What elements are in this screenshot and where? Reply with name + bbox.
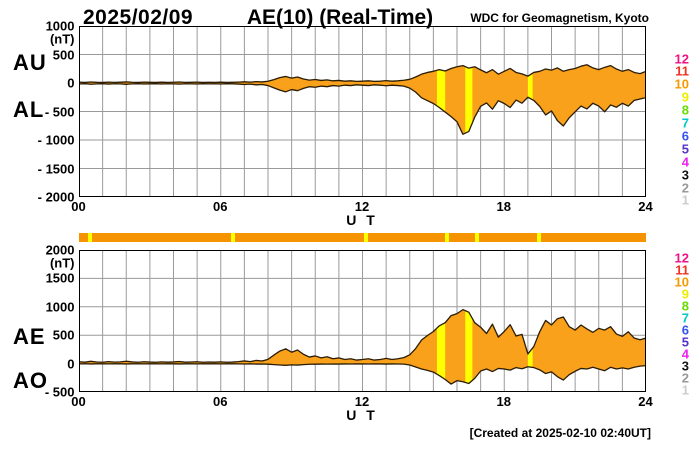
- data-outline: [78, 64, 646, 135]
- y-tick-label: - 1500: [37, 161, 75, 176]
- legend-value: 7: [681, 310, 689, 326]
- unit-label: (nT): [49, 255, 75, 271]
- y-tick-label: 1000: [45, 18, 75, 34]
- x-tick-label: 18: [496, 394, 511, 409]
- legend-value: 2: [681, 370, 689, 386]
- unit-label: (nT): [49, 31, 75, 47]
- y-tick-label: 1000: [45, 299, 75, 315]
- legend-value: 8: [681, 298, 689, 314]
- legend-value: 10: [674, 76, 689, 92]
- legend-value: 9: [681, 286, 689, 302]
- x-tick-label: 00: [71, 394, 86, 409]
- bar-mark: [88, 232, 93, 242]
- x-tick-label: 24: [638, 199, 653, 214]
- y-tick-label: - 1000: [37, 132, 75, 148]
- bottom-chart-plot: [78, 250, 646, 392]
- y-tick-label: 0: [67, 75, 75, 91]
- y-tick-label: - 2000: [37, 189, 75, 205]
- yellow-band: [527, 309, 533, 385]
- legend-value: 9: [681, 89, 689, 105]
- page-title: AE(10) (Real-Time): [246, 6, 434, 29]
- x-tick-label: 18: [496, 199, 511, 214]
- legend-value: 3: [681, 167, 689, 183]
- legend-value: 3: [681, 358, 689, 374]
- bar-mark: [445, 232, 450, 242]
- bar-mark: [537, 232, 542, 242]
- y-tick-label: 2000: [45, 242, 75, 258]
- created-at-label: [Created at 2025-02-10 02:40UT]: [469, 426, 651, 440]
- legend-value: 11: [675, 63, 689, 79]
- x-tick-label: 00: [71, 199, 86, 214]
- data-outline: [78, 308, 646, 385]
- legend-value: 10: [674, 274, 689, 290]
- y-tick-label: 500: [52, 327, 75, 343]
- au-series-label: AU: [13, 50, 47, 75]
- yellow-band: [436, 309, 445, 385]
- plot-border: [78, 26, 646, 197]
- x-tick-label: 06: [213, 199, 228, 214]
- legend-value: 4: [681, 346, 689, 362]
- x-tick-label: 24: [638, 394, 653, 409]
- bar-mark: [231, 232, 236, 242]
- legend-value: 12: [674, 250, 689, 266]
- ut-axis-label: U T: [346, 212, 378, 228]
- y-tick-label: 0: [67, 356, 75, 372]
- legend-value: 6: [681, 322, 689, 338]
- legend-value: 2: [681, 180, 689, 195]
- bar-mark: [363, 232, 368, 242]
- x-tick-label: 12: [354, 199, 370, 214]
- legend-value: 11: [675, 262, 689, 278]
- legend-value: 12: [674, 51, 689, 66]
- legend-value: 7: [681, 115, 689, 131]
- yellow-band: [464, 309, 472, 385]
- legend-value: 8: [681, 102, 689, 118]
- legend-value: 5: [681, 141, 689, 157]
- legend-value: 1: [681, 382, 689, 398]
- top-chart-plot: [78, 26, 646, 197]
- activity-bar: [78, 232, 646, 242]
- y-tick-label: 1500: [45, 270, 75, 286]
- legend-value: 5: [681, 334, 689, 350]
- source-label: WDC for Geomagnetism, Kyoto: [470, 11, 649, 25]
- al-series-label: AL: [13, 97, 45, 122]
- legend-value: 4: [681, 154, 689, 170]
- legend-value: 6: [681, 128, 689, 144]
- yellow-band: [464, 64, 472, 135]
- plot-border: [78, 250, 646, 392]
- data-area: [78, 64, 646, 135]
- yellow-band: [436, 64, 445, 135]
- ut-axis-label: U T: [346, 407, 378, 423]
- y-tick-label: 500: [52, 47, 75, 62]
- x-tick-label: 06: [213, 394, 228, 409]
- bar-mark: [474, 232, 479, 242]
- ae-series-label: AE: [13, 324, 46, 349]
- y-tick-label: - 500: [44, 104, 75, 119]
- data-area: [78, 309, 646, 385]
- ao-series-label: AO: [13, 368, 48, 393]
- legend-value: 1: [681, 192, 689, 208]
- y-tick-label: - 500: [44, 384, 75, 400]
- date-label: 2025/02/09: [83, 6, 194, 29]
- x-tick-label: 12: [354, 394, 370, 409]
